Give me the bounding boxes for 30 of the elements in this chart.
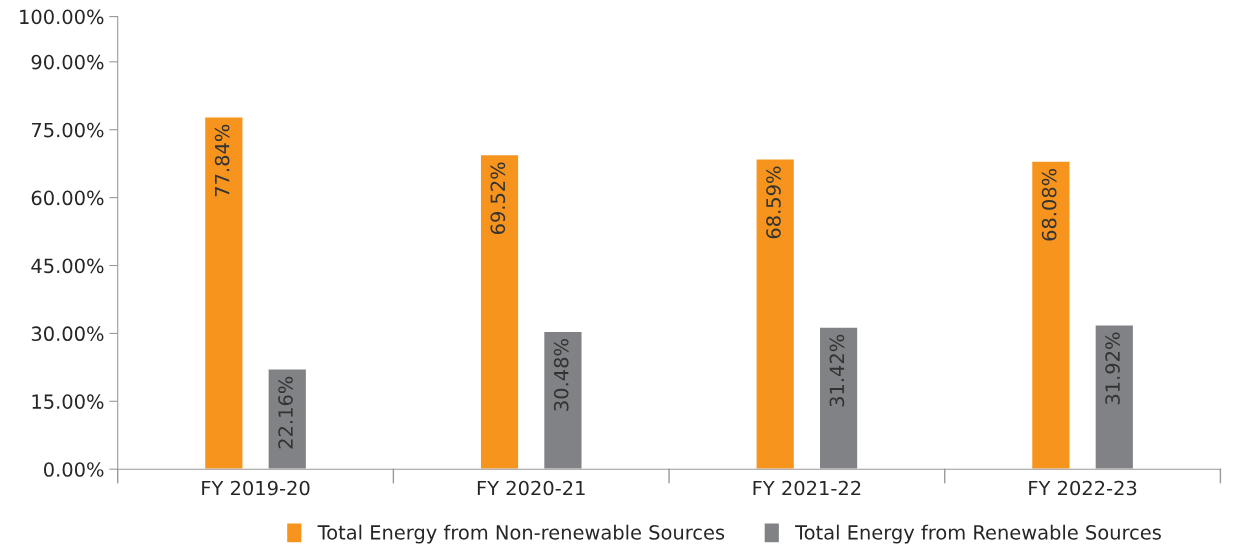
y-tick-label: 60.00% [31, 190, 104, 206]
x-tick-label: FY 2019-20 [202, 480, 310, 496]
text: 68.59% [766, 166, 781, 239]
text: 31.42% [829, 334, 845, 407]
bar [818, 326, 859, 470]
y-tick-label: 15.00% [32, 394, 104, 409]
y-tick-label: 75.00% [31, 122, 104, 138]
y-tick-label: 0.00% [44, 462, 104, 477]
bar [542, 330, 583, 470]
bar [1094, 324, 1135, 470]
bar [755, 158, 796, 470]
text: 68.08% [1041, 168, 1057, 241]
y-tick-label: 30.00% [31, 326, 104, 342]
bar [203, 116, 244, 470]
bar [479, 153, 520, 470]
legend-label: Total Energy from Non-renewable Sources [317, 524, 725, 544]
text: 22.16% [278, 376, 293, 449]
x-tick-label: FY 2022-23 [1029, 480, 1137, 496]
x-tick-label: FY 2020-21 [477, 480, 585, 496]
legend-label: Total Energy from Renewable Sources [795, 524, 1161, 544]
text: 77.84% [214, 124, 230, 197]
x-tick-label: FY 2021-22 [753, 480, 861, 496]
y-tick-label: 45.00% [31, 258, 104, 274]
bar [267, 368, 308, 470]
y-tick-label: 90.00% [31, 54, 104, 70]
text: 30.48% [553, 339, 569, 411]
y-tick-label: 100.00% [20, 9, 104, 25]
bar [1030, 160, 1071, 470]
text: 69.52% [490, 162, 506, 235]
text: 31.92% [1105, 332, 1120, 405]
